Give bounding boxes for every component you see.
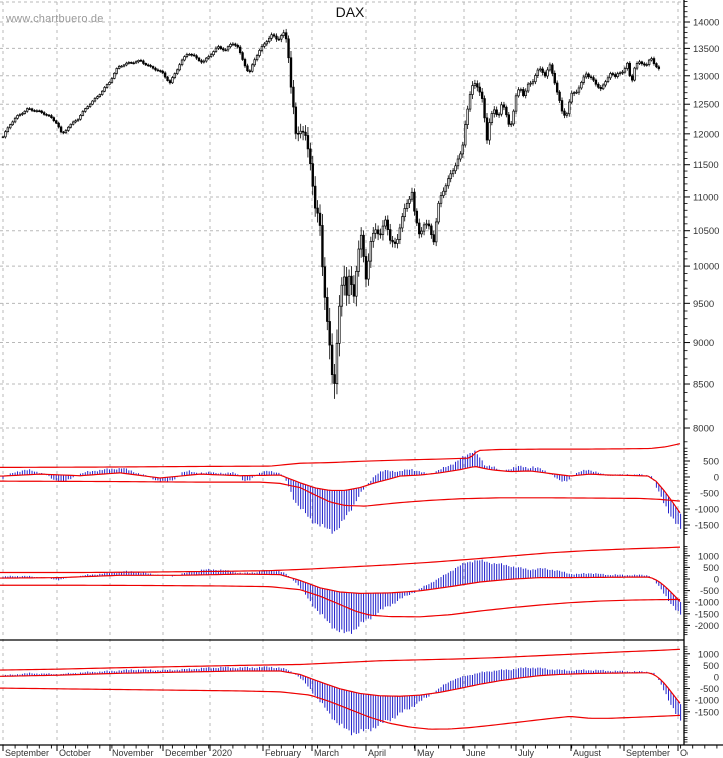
month-label: August xyxy=(573,748,602,758)
panel-tick-label: -1500 xyxy=(695,521,719,532)
panel-2-lower-band xyxy=(0,584,681,618)
price-tick-label: 13000 xyxy=(693,71,719,82)
price-tick-label: 9500 xyxy=(693,299,714,310)
panel-tick-label: 0 xyxy=(714,575,719,586)
price-tick-label: 8000 xyxy=(693,424,714,435)
panel-tick-label: 500 xyxy=(703,457,719,468)
month-label: October xyxy=(680,748,712,758)
price-tick-label: 11500 xyxy=(693,160,719,171)
month-label: March xyxy=(314,748,339,758)
panel-tick-label: -500 xyxy=(700,489,719,500)
month-label: October xyxy=(59,748,91,758)
panel-3-lower-band xyxy=(0,687,681,730)
momentum-panels xyxy=(0,443,682,736)
panel-1-mid-band xyxy=(0,466,681,514)
month-label: 2020 xyxy=(212,748,232,758)
watermark: www.chartbuero.de xyxy=(6,13,104,25)
price-tick-label: 14000 xyxy=(693,18,719,29)
panel-1-upper-band xyxy=(0,443,681,468)
price-tick-label: 12500 xyxy=(693,100,719,111)
chart-title: DAX xyxy=(335,4,365,20)
price-tick-label: 10000 xyxy=(693,262,719,273)
panel-2-histogram xyxy=(2,559,682,634)
panel-tick-label: -1000 xyxy=(695,696,719,707)
panel-tick-label: 1000 xyxy=(698,551,719,562)
panel-tick-label: 0 xyxy=(714,673,719,684)
price-tick-label: 12000 xyxy=(693,129,719,140)
month-label: April xyxy=(368,748,386,758)
panel-3-mid-band xyxy=(0,670,681,704)
panel-2-mid-band xyxy=(0,573,681,602)
panel-tick-label: -1000 xyxy=(695,505,719,516)
month-label: July xyxy=(518,748,535,758)
price-tick-label: 10500 xyxy=(693,226,719,237)
panel-1-histogram xyxy=(2,450,682,534)
price-tick-label: 8500 xyxy=(693,380,714,391)
month-label: November xyxy=(112,748,154,758)
price-tick-label: 11000 xyxy=(693,192,719,203)
month-labels: September October November December 2020 Febr… xyxy=(5,748,712,758)
panel-tick-label: 500 xyxy=(703,563,719,574)
panel-2-upper-band xyxy=(0,546,681,574)
price-tick-label: 13500 xyxy=(693,44,719,55)
panel-tick-label: -1500 xyxy=(695,609,719,620)
panel-tick-label: -500 xyxy=(700,586,719,597)
panel-tick-label: 1000 xyxy=(698,649,719,660)
month-label: February xyxy=(265,748,302,758)
panel-tick-label: -500 xyxy=(700,684,719,695)
panel-1-lower-band xyxy=(0,480,681,507)
panel-tick-label: 0 xyxy=(714,473,719,484)
month-label: September xyxy=(5,748,49,758)
month-label: May xyxy=(417,748,435,758)
panel-tick-label: -1000 xyxy=(695,598,719,609)
month-label: September xyxy=(626,748,670,758)
panel-tick-label: -1500 xyxy=(695,707,719,718)
price-tick-label: 9000 xyxy=(693,338,714,349)
panel-3-histogram xyxy=(2,666,682,736)
panel-tick-label: 500 xyxy=(703,661,719,672)
panel-tick-label: -2000 xyxy=(695,621,719,632)
price-candles xyxy=(1,28,661,399)
gridlines xyxy=(0,1,684,745)
panel-3-upper-band xyxy=(0,648,681,671)
month-label: June xyxy=(466,748,486,758)
month-label: December xyxy=(165,748,207,758)
